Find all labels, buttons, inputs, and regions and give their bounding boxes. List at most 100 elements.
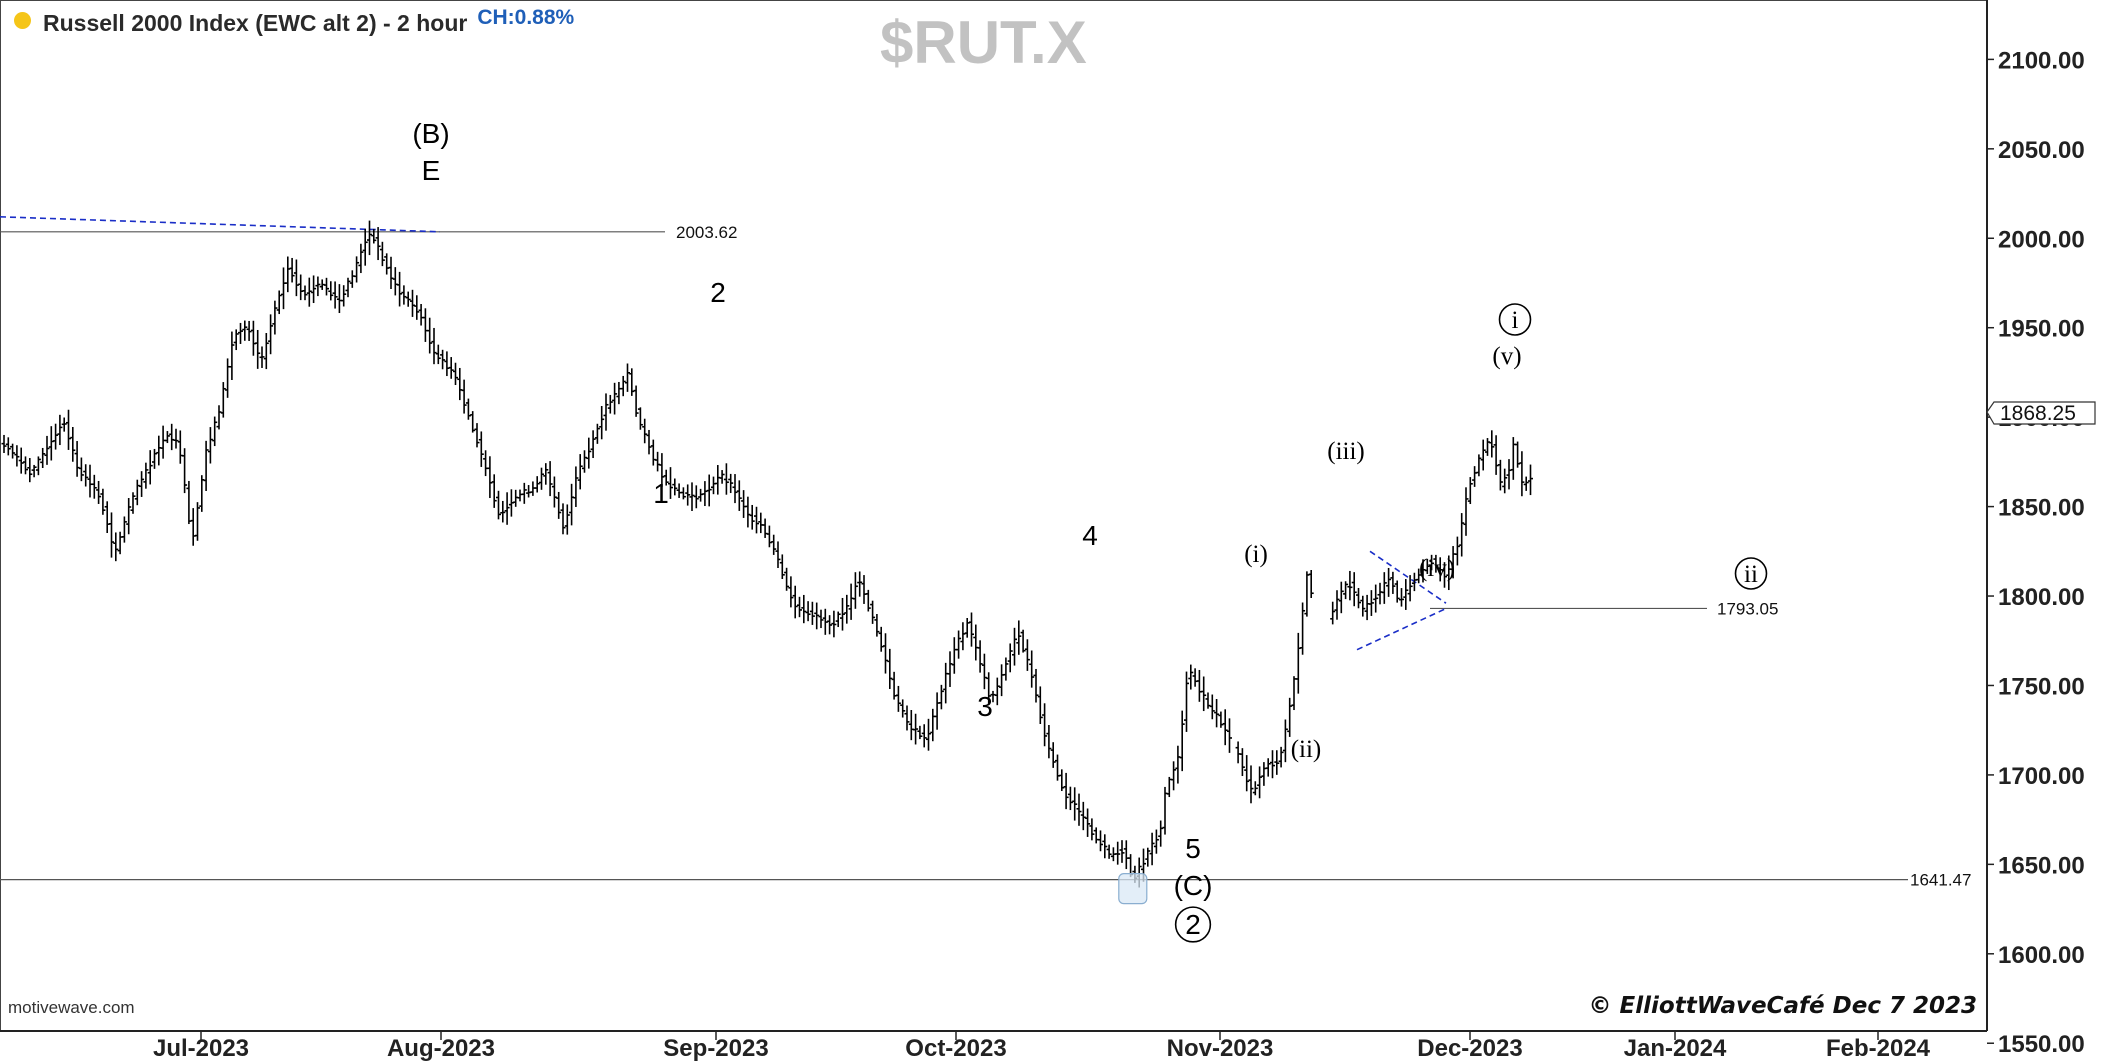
ohlc-bar	[560, 503, 566, 535]
trendline	[1356, 607, 1447, 651]
ohlc-bar	[835, 611, 841, 628]
ohlc-bar	[246, 320, 252, 341]
svg-text:(iv): (iv)	[1419, 555, 1455, 582]
ohlc-bar	[693, 485, 699, 509]
ohlc-bar	[672, 478, 678, 496]
x-tick-label: Nov-2023	[1167, 1035, 1274, 1061]
ohlc-bar	[233, 329, 239, 351]
ohlc-bar	[1059, 769, 1065, 792]
x-tick-label: Feb-2024	[1826, 1035, 1931, 1061]
ohlc-bar	[207, 427, 213, 464]
x-axis: Jul-2023 Aug-2023 Sep-2023 Oct-2023 Nov-2023…	[153, 1031, 1931, 1061]
ohlc-bar	[539, 467, 544, 490]
ohlc-bar	[212, 416, 218, 447]
ohlc-bar	[1248, 765, 1254, 804]
y-tick-label: 2000.00	[1998, 226, 2085, 253]
ohlc-bar	[874, 614, 880, 637]
ohlc-bar	[594, 423, 600, 444]
ohlc-bar	[1347, 570, 1353, 601]
ohlc-bar	[440, 349, 446, 370]
ohlc-bar	[599, 405, 605, 440]
ohlc-bar	[792, 585, 798, 619]
ohlc-bar	[1497, 459, 1503, 491]
y-tick-label: 1600.00	[1998, 942, 2085, 969]
wave-label: (iii)	[1327, 438, 1365, 465]
brand-link[interactable]: motivewave.com	[8, 998, 135, 1017]
ohlc-bar	[1274, 750, 1280, 775]
ohlc-bar	[289, 257, 295, 283]
ohlc-bar	[315, 276, 321, 297]
low-highlight-box	[1118, 873, 1148, 905]
wave-label: (v)	[1492, 343, 1521, 370]
ohlc-bar	[1386, 567, 1392, 597]
ohlc-bar	[625, 363, 630, 392]
ohlc-bar	[994, 677, 1000, 706]
ohlc-bar	[379, 241, 385, 267]
ohlc-bar	[1042, 703, 1048, 747]
y-tick-label: 1550.00	[1998, 1031, 2085, 1058]
ohlc-bar	[1012, 627, 1017, 666]
ohlc-bar	[96, 480, 102, 504]
ohlc-bar	[401, 285, 407, 305]
y-tick-label: 2050.00	[1998, 137, 2085, 164]
ohlc-bar	[788, 576, 794, 608]
x-tick-label: Oct-2023	[905, 1035, 1006, 1061]
wave-label: 2	[710, 277, 726, 308]
wave-label: (i)	[1244, 541, 1268, 568]
ohlc-bar	[969, 612, 974, 647]
ohlc-bar	[367, 220, 372, 256]
ohlc-bar	[956, 630, 962, 659]
level-label: 2003.62	[676, 223, 737, 242]
ohlc-bar	[1037, 686, 1043, 724]
ohlc-bar	[1429, 554, 1435, 571]
ohlc-bar	[500, 500, 506, 523]
ohlc-bar	[1, 434, 7, 454]
ohlc-bar	[1528, 464, 1533, 496]
ohlc-bar	[917, 725, 923, 740]
ohlc-bar	[332, 281, 338, 309]
y-tick-label: 2100.00	[1998, 47, 2085, 74]
ohlc-bar	[1102, 834, 1108, 859]
svg-text:1: 1	[653, 478, 669, 509]
ohlc-bar	[1459, 513, 1465, 557]
ohlc-bar	[1300, 602, 1306, 655]
ohlc-bar	[1003, 657, 1009, 681]
ohlc-bar	[590, 430, 596, 459]
level-label: 1793.05	[1717, 599, 1778, 618]
ohlc-bar	[10, 443, 16, 459]
ohlc-bar	[1029, 650, 1035, 688]
ohlc-bar	[1368, 590, 1374, 616]
wave-label: 4	[1082, 520, 1098, 551]
ohlc-bar	[685, 484, 691, 506]
svg-text:ii: ii	[1744, 561, 1758, 588]
ohlc-bar	[130, 492, 136, 514]
ohlc-bar	[1244, 755, 1250, 792]
ohlc-bar	[126, 498, 132, 535]
ohlc-bar	[822, 608, 828, 635]
ohlc-bar	[345, 277, 351, 298]
ohlc-bar	[1519, 451, 1525, 497]
ohlc-bar	[371, 228, 377, 244]
svg-text:(ii): (ii)	[1291, 736, 1322, 763]
ohlc-bar	[66, 409, 71, 450]
ohlc-bar	[865, 589, 871, 612]
ohlc-bar	[1433, 554, 1439, 573]
ohlc-bar	[1222, 709, 1228, 746]
ohlc-bar	[1381, 572, 1387, 604]
ohlc-bar	[577, 454, 583, 490]
ohlc-bar	[895, 685, 901, 712]
ohlc-bar	[749, 504, 755, 530]
ohlc-bar	[1098, 830, 1103, 852]
ohlc-bar	[827, 615, 833, 635]
svg-text:2: 2	[1185, 909, 1201, 940]
change-percent: CH:0.88%	[477, 6, 575, 29]
ohlc-bar	[556, 491, 562, 519]
svg-text:(i): (i)	[1244, 541, 1268, 568]
x-tick-label: Dec-2023	[1417, 1035, 1522, 1061]
svg-text:2: 2	[710, 277, 726, 308]
x-tick-label: Sep-2023	[663, 1035, 768, 1061]
y-tick-label: 1750.00	[1998, 673, 2085, 700]
ohlc-bar	[143, 462, 149, 489]
wave-label: (ii)	[1291, 736, 1322, 763]
